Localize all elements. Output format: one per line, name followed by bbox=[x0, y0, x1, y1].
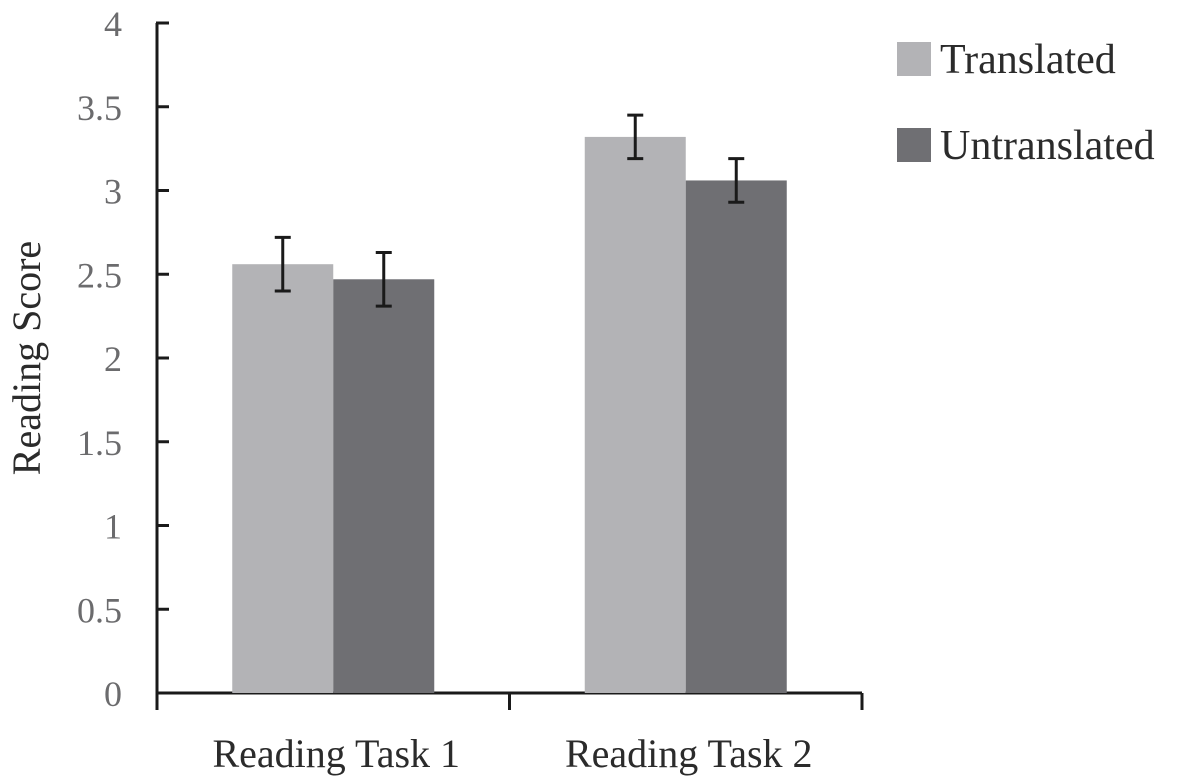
error-bar bbox=[375, 250, 392, 308]
x-tick-label: Reading Task 2 bbox=[565, 731, 813, 776]
y-tick-label: 4 bbox=[104, 4, 122, 44]
error-bar bbox=[728, 157, 745, 204]
bar bbox=[232, 264, 334, 693]
legend-swatch bbox=[897, 42, 931, 76]
y-tick-label: 1 bbox=[104, 507, 122, 547]
y-axis-title: Reading Score bbox=[4, 241, 49, 475]
legend-label: Untranslated bbox=[940, 123, 1155, 169]
y-tick-label: 1.5 bbox=[77, 423, 122, 463]
bar bbox=[584, 136, 686, 693]
error-bars-group bbox=[274, 113, 745, 308]
y-tick-label: 2 bbox=[104, 339, 122, 379]
y-axis: 0 0.5 1 1.5 2 2.5 3 3.5 4 bbox=[77, 4, 169, 714]
error-bar bbox=[627, 113, 644, 161]
y-tick-label: 2.5 bbox=[77, 255, 122, 295]
legend: Translated Untranslated bbox=[897, 37, 1155, 169]
y-tick-label: 0.5 bbox=[77, 590, 122, 630]
bar bbox=[333, 279, 435, 693]
legend-swatch bbox=[897, 128, 931, 162]
bars-group bbox=[232, 136, 787, 693]
x-axis: Reading Task 1 Reading Task 2 bbox=[155, 691, 864, 776]
legend-label: Translated bbox=[940, 37, 1116, 83]
y-tick-label: 3 bbox=[104, 172, 122, 212]
bar bbox=[685, 180, 787, 693]
y-tick-label: 0 bbox=[104, 674, 122, 714]
x-tick-label: Reading Task 1 bbox=[212, 731, 460, 776]
error-bar bbox=[274, 235, 291, 293]
y-tick-label: 3.5 bbox=[77, 88, 122, 128]
